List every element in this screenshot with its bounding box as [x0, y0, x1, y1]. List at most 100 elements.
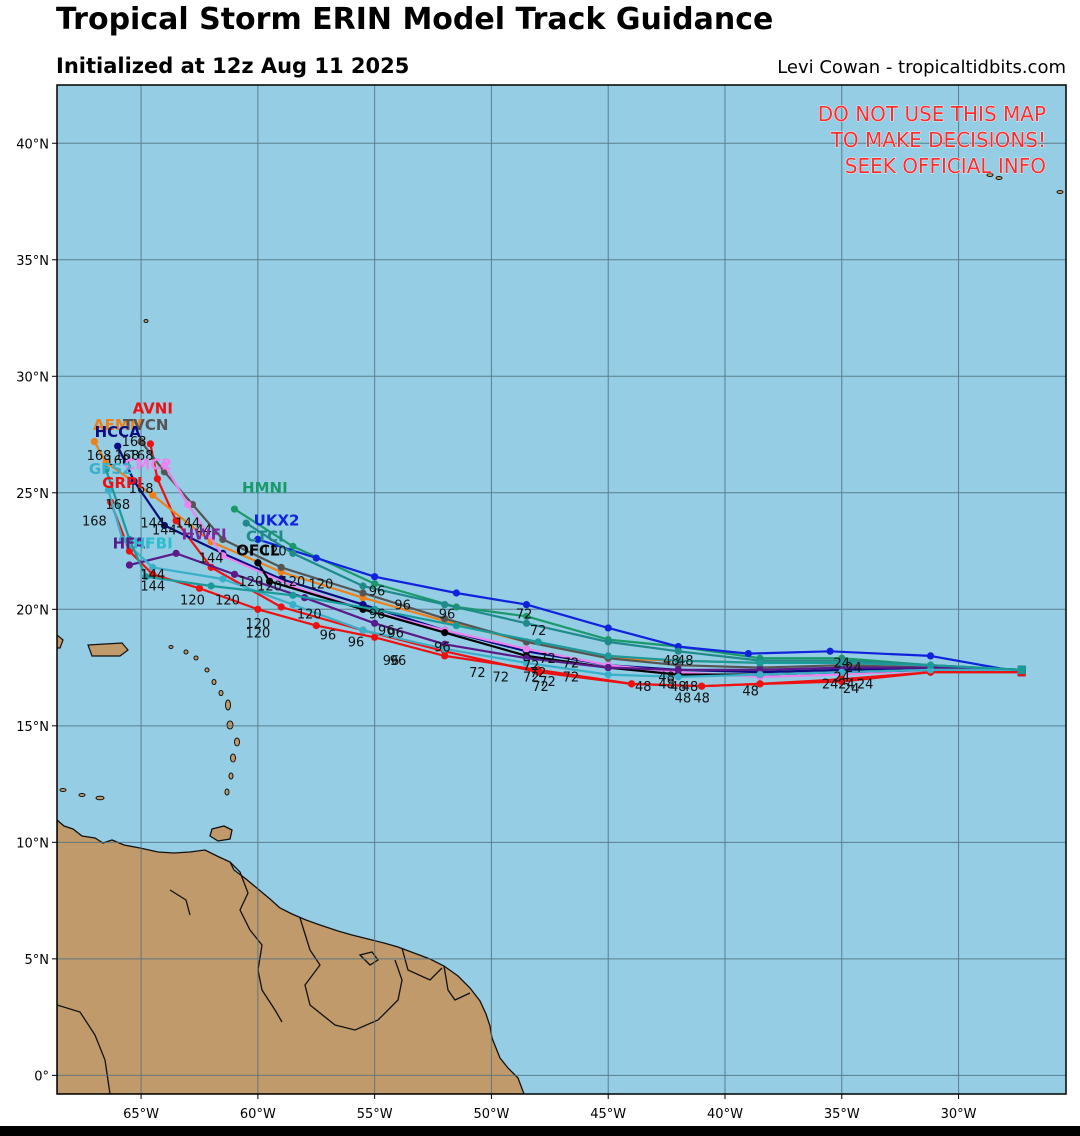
- hour-label: 96: [439, 608, 456, 623]
- hour-label: 24: [834, 657, 851, 672]
- track-point: [522, 645, 531, 653]
- track-point: [149, 563, 157, 571]
- model-label-gfs2: GFS2: [89, 460, 133, 478]
- track-point: [207, 582, 215, 590]
- hour-label: 144: [175, 517, 200, 532]
- track-point: [230, 505, 239, 513]
- track-line: [140, 440, 1022, 671]
- model-label-hfai: HFAI: [113, 535, 151, 553]
- hour-label: 72: [469, 666, 486, 681]
- track-point: [371, 573, 379, 581]
- lat-tick-label: 30°N: [16, 370, 49, 385]
- lesser-antilles: [168, 645, 240, 796]
- model-label-hcca: HCCA: [95, 423, 142, 441]
- track-point: [826, 647, 834, 655]
- model-tracks: [90, 437, 1026, 690]
- hour-label: 144: [140, 517, 165, 532]
- hour-label: 96: [390, 654, 407, 669]
- model-label-hfbi: HFBI: [133, 535, 173, 553]
- model-label-cmc2: CMC2: [124, 455, 171, 473]
- track-point: [90, 437, 98, 446]
- grid-lines: [57, 85, 1066, 1094]
- hour-label: 120: [309, 577, 334, 592]
- lat-tick-label: 0°: [34, 1069, 49, 1084]
- track-point: [604, 638, 612, 646]
- model-label-avni: AVNI: [133, 400, 173, 418]
- track-point: [289, 549, 297, 557]
- hour-label: 72: [530, 666, 547, 681]
- hour-label: 120: [238, 575, 263, 590]
- hour-label: 48: [693, 692, 710, 707]
- hour-label: 96: [348, 636, 365, 651]
- track-point: [254, 559, 262, 567]
- hour-label: 120: [297, 608, 322, 623]
- track-point: [674, 656, 682, 665]
- hour-label: 48: [670, 680, 687, 695]
- track-point: [744, 649, 752, 658]
- hour-label: 24: [843, 682, 860, 697]
- track-point: [172, 517, 180, 525]
- track-point: [219, 575, 227, 583]
- track-point: [312, 554, 320, 562]
- lon-tick-label: 60°W: [240, 1107, 276, 1122]
- hour-label: 168: [129, 449, 154, 464]
- track-point: [604, 670, 612, 679]
- track-point: [172, 549, 180, 557]
- hour-label: 96: [320, 629, 337, 644]
- track-point: [926, 661, 935, 669]
- hour-label: 48: [742, 685, 759, 700]
- track-point: [149, 570, 157, 578]
- track-gfs2: [102, 465, 1026, 674]
- track-line: [104, 469, 1022, 671]
- track-point: [289, 591, 297, 599]
- hour-label: 144: [199, 552, 224, 567]
- lon-tick-label: 35°W: [824, 1107, 860, 1122]
- hour-label: 168: [87, 449, 112, 464]
- track-point: [265, 577, 274, 585]
- track-point: [756, 670, 764, 679]
- track-point: [359, 626, 367, 634]
- track-point: [674, 666, 682, 674]
- model-label-ofcl: OFCL: [236, 542, 280, 560]
- puerto-rico-land: [87, 642, 129, 657]
- warning-line: DO NOT USE THIS MAP: [818, 102, 1046, 126]
- track-point: [756, 680, 764, 688]
- hour-label: 24: [822, 678, 839, 693]
- model-label-hwfi: HWFI: [182, 525, 227, 543]
- lon-tick-label: 55°W: [357, 1107, 393, 1122]
- lat-tick-label: 20°N: [16, 603, 49, 618]
- track-point: [289, 542, 297, 550]
- hour-label: 120: [262, 545, 287, 560]
- track-point: [674, 673, 682, 681]
- hour-label: 48: [677, 654, 694, 669]
- hour-label: 96: [378, 624, 395, 639]
- hour-label: 48: [658, 671, 675, 686]
- track-point: [137, 437, 145, 446]
- track-point: [627, 680, 636, 688]
- track-point: [674, 647, 682, 655]
- track-point: [125, 547, 134, 555]
- abc-islands: [59, 788, 105, 801]
- track-point: [254, 535, 262, 543]
- hour-label: 144: [140, 568, 165, 583]
- track-point: [441, 615, 449, 623]
- track-point: [359, 582, 367, 590]
- track-point: [604, 624, 612, 632]
- hour-label: 48: [658, 678, 675, 693]
- track-point: [604, 652, 612, 660]
- track-point: [104, 486, 112, 495]
- track-point: [838, 675, 846, 683]
- model-label-grpi: GRPI: [102, 474, 142, 492]
- model-label-tvcn: TVCN: [123, 416, 168, 434]
- hour-label: 24: [857, 678, 874, 693]
- track-point: [534, 638, 542, 646]
- hour-label: 24: [834, 671, 851, 686]
- lat-tick-label: 15°N: [16, 720, 49, 735]
- track-point: [153, 475, 162, 483]
- track-point: [522, 612, 531, 620]
- track-point: [114, 442, 122, 450]
- hour-label: 168: [129, 482, 154, 497]
- track-point: [371, 633, 379, 641]
